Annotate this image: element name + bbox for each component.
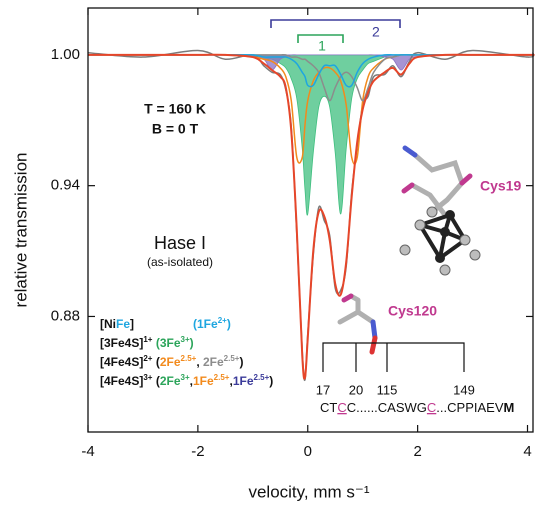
spectrum-line [88, 53, 535, 88]
sequence-text: CTCC......CASWGC...CPPIAEVM [320, 400, 514, 415]
legend-text: ) [227, 317, 231, 331]
legend-text: 2Fe [203, 355, 224, 369]
legend-text: ) [190, 336, 194, 350]
x-tick-label: 4 [523, 443, 531, 460]
legend-text: 3+ [143, 373, 152, 382]
legend-text: 2Fe [160, 374, 181, 388]
legend-text: (3Fe [152, 336, 180, 350]
legend-text: 3+ [181, 335, 190, 344]
legend-entry: [NiFe] (1Fe2+) [100, 316, 231, 332]
sequence-position: 17 [316, 382, 330, 397]
legend-text: (1Fe [193, 317, 218, 331]
sequence-position: 20 [349, 382, 363, 397]
legend-text: ) [269, 374, 273, 388]
legend-text: Fe [116, 317, 130, 331]
sequence-position: 115 [377, 382, 398, 397]
sequence-bracket [322, 342, 465, 372]
spectrum-line [88, 53, 535, 380]
legend-text: ) [239, 355, 243, 369]
legend-text: 2Fe [160, 355, 181, 369]
legend-text: 2+ [218, 316, 227, 325]
bracket-1 [297, 34, 344, 43]
legend-text: 1+ [143, 335, 152, 344]
x-tick-label: 0 [304, 443, 312, 460]
x-tick-label: -4 [81, 443, 94, 460]
sequence-position: 149 [453, 382, 475, 397]
annotation: Cys19 [480, 178, 521, 194]
legend-text: , [190, 374, 193, 388]
sequence-part: ...CPPIAEV [436, 400, 504, 415]
legend-text: 2.5+ [214, 373, 230, 382]
plot-area: -4 -2 0 2 4 0.88 0.94 1.00 [51, 7, 535, 460]
legend-text: [4Fe4S] [100, 355, 143, 369]
legend-text: , [196, 355, 203, 369]
molecule [337, 145, 481, 355]
legend-text: 2+ [143, 354, 152, 363]
legend-text: ] [130, 317, 134, 331]
legend-entry: [4Fe4S]3+ (2Fe3+,1Fe2.5+,1Fe2.5+) [100, 373, 273, 389]
annotation: Cys120 [388, 303, 437, 319]
x-tick-label: -2 [191, 443, 204, 460]
x-axis-label: velocity, mm s⁻¹ [248, 482, 369, 501]
legend-text: 2.5+ [224, 354, 240, 363]
annotation: Hase I [154, 233, 206, 253]
legend-text: 1Fe [233, 374, 254, 388]
y-tick-label: 0.94 [51, 177, 80, 194]
legend-text: ( [152, 355, 159, 369]
legend-text: [4Fe4S] [100, 374, 143, 388]
sequence-part: C [427, 400, 436, 415]
legend-text: [Ni [100, 317, 116, 331]
legend-text: [3Fe4S] [100, 336, 143, 350]
annotation: B = 0 T [152, 121, 199, 137]
sequence-part: C [337, 400, 346, 415]
annotation: (as-isolated) [147, 255, 213, 269]
y-tick-label: 1.00 [51, 46, 80, 63]
sequence-part: C......CASWG [347, 400, 427, 415]
plot-frame [87, 7, 534, 433]
y-tick-label: 0.88 [51, 307, 80, 324]
legend-text: , [229, 374, 232, 388]
annotation: T = 160 K [144, 101, 206, 117]
sequence-part: CT [320, 400, 337, 415]
bracket-label: 1 [318, 38, 326, 54]
legend-text: 2.5+ [181, 354, 197, 363]
legend-text: 1Fe [193, 374, 214, 388]
x-tick-label: 2 [413, 443, 421, 460]
legend: [NiFe] (1Fe2+)[3Fe4S]1+ (3Fe3+)[4Fe4S]2+ … [100, 316, 273, 389]
legend-text: 3+ [181, 373, 190, 382]
bracket-label: 2 [372, 24, 380, 40]
legend-entry: [4Fe4S]2+ (2Fe2.5+, 2Fe2.5+) [100, 354, 243, 370]
legend-entry: [3Fe4S]1+ (3Fe3+) [100, 335, 194, 351]
legend-text: 2.5+ [254, 373, 270, 382]
sequence-part: M [504, 400, 515, 415]
legend-text: ( [152, 374, 159, 388]
y-axis-label: relative transmission [11, 153, 30, 308]
bracket-2 [270, 19, 401, 28]
